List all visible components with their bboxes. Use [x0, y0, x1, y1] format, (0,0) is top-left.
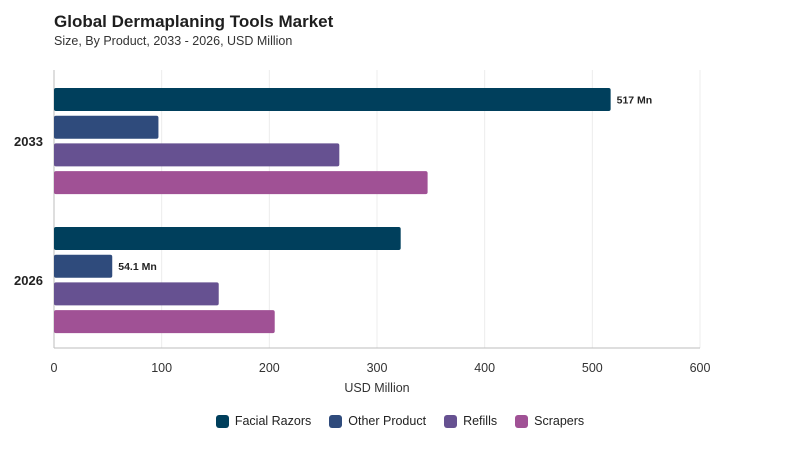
legend-item: Facial Razors — [215, 414, 312, 428]
chart-title: Global Dermaplaning Tools Market — [54, 12, 334, 31]
chart-subtitle: Size, By Product, 2033 - 2026, USD Milli… — [54, 34, 293, 48]
chart-legend: Facial Razors Other Product Refills Scraper… — [0, 414, 800, 428]
legend-label: Other Product — [348, 414, 427, 428]
bar-2026-refills — [54, 282, 219, 306]
x-tick-label: 100 — [151, 361, 172, 375]
legend-label: Scrapers — [534, 414, 585, 428]
bar-2033-other-product — [54, 115, 159, 139]
data-label: 54.1 Mn — [118, 261, 157, 273]
legend-item: Refills — [444, 414, 497, 428]
x-tick-label: 0 — [51, 361, 58, 375]
legend-swatch — [329, 414, 343, 428]
data-label: 517 Mn — [617, 95, 653, 107]
legend-swatch — [215, 414, 229, 428]
legend-label: Facial Razors — [234, 414, 312, 428]
bar-2026-facial-razors — [54, 227, 401, 250]
bar-2033-refills — [54, 143, 340, 167]
x-tick-label: 300 — [367, 361, 388, 375]
legend-swatch — [515, 414, 529, 428]
x-tick-label: 500 — [582, 361, 603, 375]
legend-item: Other Product — [329, 414, 426, 428]
legend-item: Scrapers — [515, 414, 584, 428]
legend-swatch — [444, 414, 458, 428]
x-tick-label: 600 — [690, 361, 711, 375]
x-tick-label: 400 — [474, 361, 495, 375]
x-axis-label: USD Million — [344, 381, 409, 395]
bar-2026-other-product — [54, 254, 113, 278]
y-category-label: 2026 — [14, 273, 43, 288]
legend-label: Refills — [463, 414, 498, 428]
bar-2026-scrapers — [54, 310, 275, 334]
x-tick-label: 200 — [259, 361, 280, 375]
bar-2033-facial-razors — [54, 88, 611, 111]
bar-2033-scrapers — [54, 171, 428, 195]
y-category-label: 2033 — [14, 134, 43, 149]
